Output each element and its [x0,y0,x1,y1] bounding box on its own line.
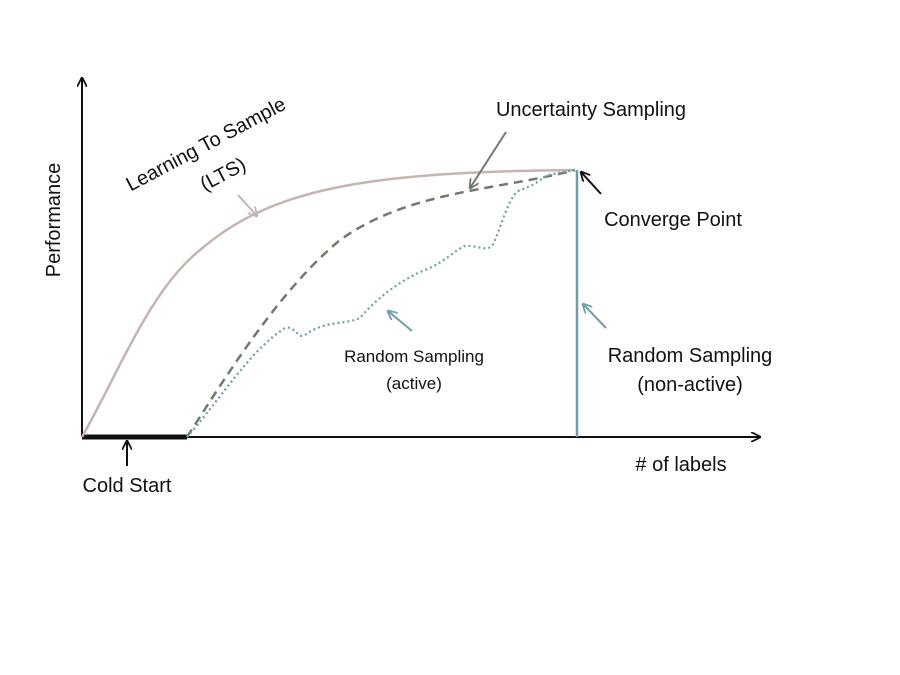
uncertainty-label: Uncertainty Sampling [496,99,686,121]
random-active-pointer-arrow [388,311,413,332]
uncertainty-curve [185,168,576,438]
random-nonactive-label-line1: Random Sampling [608,345,773,367]
x-axis-label: # of labels [635,454,726,476]
cold-start-label: Cold Start [83,475,172,497]
random-active-label-line2: (active) [386,374,442,393]
lts-label-abbr: (LTS) [197,154,250,196]
random-active-curve [186,168,576,438]
random-active-label-line1: Random Sampling [344,347,484,366]
random-nonactive-label-line2: (non-active) [637,374,743,396]
lts-label-line2: (LTS) [197,154,250,196]
lts-pointer-arrow [237,194,257,216]
converge-point-arrow [581,172,602,195]
converge-point-label: Converge Point [604,209,742,231]
y-axis-label: Performance [43,163,65,278]
random-nonactive-pointer-arrow [583,304,607,329]
lts-curve [80,168,576,438]
uncertainty-pointer-arrow [470,131,507,188]
